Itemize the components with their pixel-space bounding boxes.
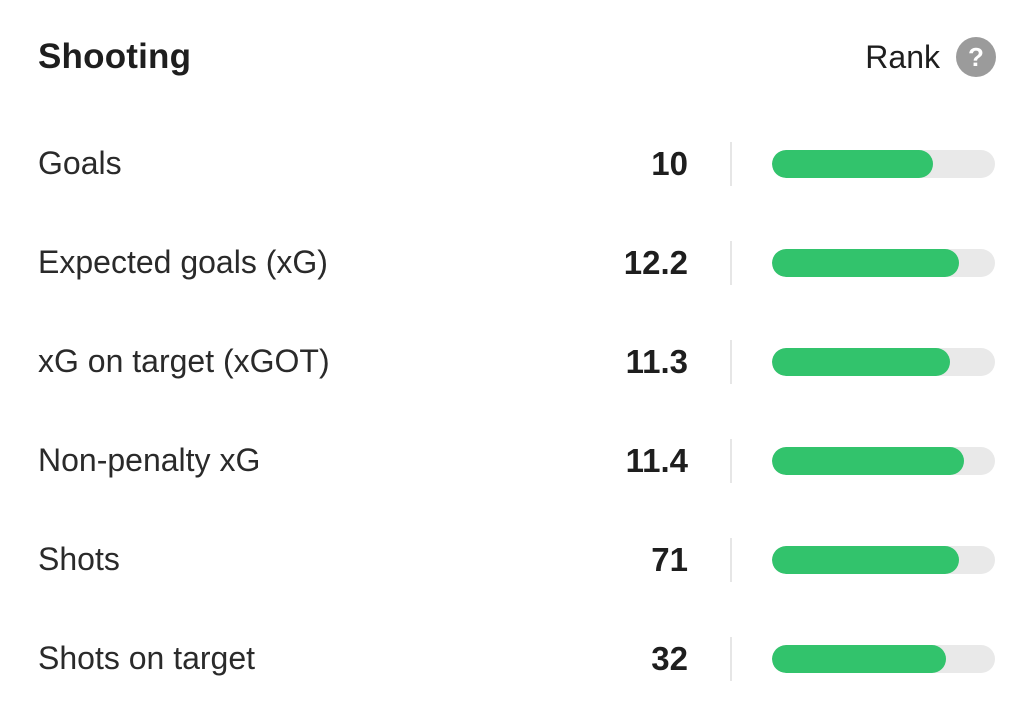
rank-bar-fill	[772, 249, 960, 277]
stat-value: 10	[651, 145, 688, 182]
stat-label: Shots	[38, 541, 120, 577]
stat-row-shots-on-target: Shots on target 32	[0, 609, 1024, 708]
stat-row-shots: Shots 71	[0, 510, 1024, 609]
stat-label: Shots on target	[38, 640, 256, 676]
stat-row-expected-goals: Expected goals (xG) 12.2	[0, 213, 1024, 312]
stat-row-goals: Goals 10	[0, 114, 1024, 213]
section-title: Shooting	[38, 37, 192, 76]
stat-label: Expected goals (xG)	[38, 244, 328, 280]
row-divider	[730, 241, 732, 285]
row-divider	[730, 142, 732, 186]
stat-label: Non-penalty xG	[38, 442, 261, 478]
stat-row-non-penalty-xg: Non-penalty xG 11.4	[0, 411, 1024, 510]
stat-value: 32	[651, 640, 688, 677]
row-divider	[730, 439, 732, 483]
rank-label: Rank	[865, 38, 940, 75]
rank-bar-track	[772, 546, 995, 574]
rank-bar-track	[772, 348, 995, 376]
rank-bar-fill	[772, 150, 933, 178]
rank-bar-fill	[772, 645, 946, 673]
section-header: Shooting Rank ?	[38, 30, 996, 84]
stat-label: xG on target (xGOT)	[38, 343, 330, 379]
rank-header: Rank ?	[865, 37, 996, 77]
stat-row-xg-on-target: xG on target (xGOT) 11.3	[0, 312, 1024, 411]
stat-label: Goals	[38, 145, 122, 181]
rank-bar-track	[772, 150, 995, 178]
rank-bar-track	[772, 447, 995, 475]
rank-bar-track	[772, 249, 995, 277]
stat-value: 71	[651, 541, 688, 578]
rank-bar-fill	[772, 546, 960, 574]
stat-value: 12.2	[623, 244, 688, 281]
row-divider	[730, 340, 732, 384]
rank-bar-fill	[772, 348, 951, 376]
rank-bar-track	[772, 645, 995, 673]
stat-value: 11.4	[625, 442, 688, 479]
row-divider	[730, 637, 732, 681]
stat-list: Goals 10 Expected goals (xG) 12.2 xG on …	[0, 114, 1024, 708]
help-icon[interactable]: ?	[956, 37, 996, 77]
stat-value: 11.3	[625, 343, 688, 380]
rank-bar-fill	[772, 447, 964, 475]
row-divider	[730, 538, 732, 582]
